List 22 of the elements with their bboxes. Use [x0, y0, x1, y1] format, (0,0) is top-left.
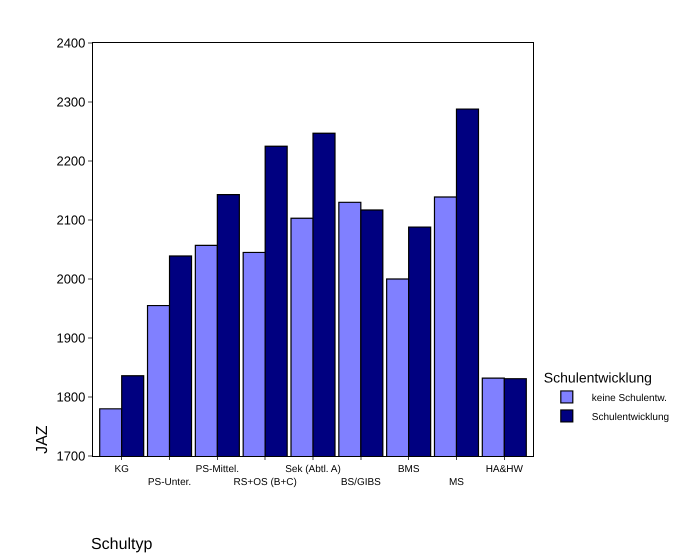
- x-tick-label: HA&HW: [486, 464, 524, 475]
- x-tick-label: RS+OS (B+C): [233, 477, 297, 488]
- y-axis-title: JAZ: [34, 425, 51, 454]
- x-tick-label: BS/GIBS: [340, 477, 382, 488]
- y-tick-label: 2300: [56, 94, 86, 110]
- x-tick-label: MS: [448, 477, 464, 488]
- legend-label: Schulentwicklung: [592, 412, 670, 423]
- y-tick-label: 1900: [56, 330, 86, 346]
- x-tick-label: BMS: [398, 464, 420, 475]
- legend-label: keine Schulentw.: [592, 392, 667, 404]
- y-tick-label: 1800: [56, 390, 86, 405]
- legend-title: Schulentwicklung: [544, 369, 652, 386]
- y-tick-label: 2000: [56, 272, 86, 287]
- y-tick-label: 2200: [56, 154, 86, 169]
- x-tick-label: PS-Unter.: [148, 477, 192, 488]
- x-tick-label: PS-Mittel.: [196, 464, 240, 475]
- y-tick-label: 1700: [56, 448, 86, 464]
- x-axis-title: Schultyp: [91, 536, 152, 553]
- y-tick-label: 2100: [56, 212, 86, 228]
- y-tick-label: 2400: [56, 36, 86, 51]
- x-tick-label: KG: [114, 464, 130, 475]
- x-tick-label: Sek (Abtl. A): [285, 464, 341, 475]
